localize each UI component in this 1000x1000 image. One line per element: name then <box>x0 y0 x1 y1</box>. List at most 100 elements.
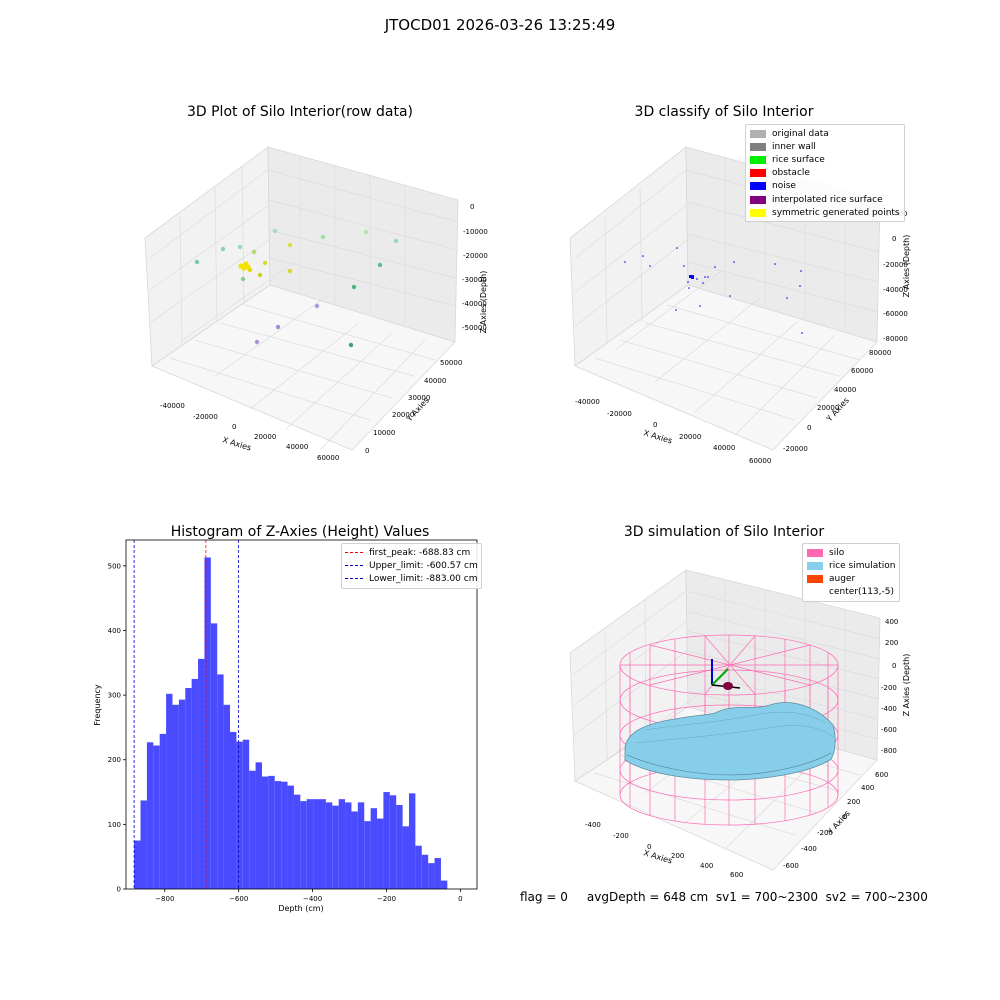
p1-ztick: -30000 <box>462 276 487 284</box>
legend-label: obstacle <box>772 168 810 179</box>
p2-ztick: -40000 <box>883 286 908 294</box>
panel4-x-ticks: -400 -200 0 200 400 600 <box>585 821 743 879</box>
histogram-bar <box>313 799 320 889</box>
legend-entry: interpolated rice surface <box>750 193 900 206</box>
histogram-bar <box>396 804 403 889</box>
p2-ytick: 80000 <box>869 349 891 357</box>
p4-ytick: -600 <box>783 862 799 870</box>
histogram-bar <box>172 704 179 889</box>
histogram-bar <box>255 762 262 889</box>
p1-xtick: 0 <box>232 423 236 431</box>
histogram-bar <box>223 704 231 889</box>
p4-ytick: 600 <box>875 771 888 779</box>
legend-swatch <box>807 574 823 583</box>
legend-label: silo <box>829 547 845 558</box>
histogram-bar <box>134 840 141 889</box>
p4-xlabel: X Axies <box>642 848 673 865</box>
panel4-y-ticks: -600 -400 -200 0 200 400 600 <box>783 771 888 870</box>
panel1-y-ticks: 0 10000 20000 30000 40000 50000 <box>365 359 462 455</box>
p1-xtick: 60000 <box>317 454 339 462</box>
histogram-legend: first_peak: -688.83 cm Upper_limit: -600.… <box>341 543 482 589</box>
p1-xtick: 20000 <box>254 433 276 441</box>
legend-label: inner wall <box>772 141 816 152</box>
p2-ztick: -20000 <box>883 261 908 269</box>
p4-ytick: 0 <box>843 813 847 821</box>
p1-ytick: 30000 <box>408 394 430 402</box>
p4-ytick: 200 <box>847 798 860 806</box>
legend-swatch <box>807 561 823 570</box>
p2-ztick: 0 <box>892 235 896 243</box>
legend-label: center(113,-5) <box>829 587 894 598</box>
x-tick-label: 0 <box>458 895 462 903</box>
x-tick-label: −400 <box>303 895 322 903</box>
histogram-frame <box>125 539 478 890</box>
legend-entry: Upper_limit: -600.57 cm <box>345 559 478 572</box>
histogram-bar <box>191 678 199 889</box>
panel4-3d-axes: -400 -200 0 200 400 600 X Axies -600 -40… <box>569 569 911 879</box>
y-tick-label: 200 <box>108 756 121 764</box>
x-tick-label: −200 <box>377 895 396 903</box>
legend-swatch <box>750 208 766 217</box>
histogram-bar <box>383 792 390 889</box>
legend-entry: inner wall <box>750 140 900 153</box>
histogram-bar <box>319 799 326 889</box>
x-tick-label: −600 <box>229 895 248 903</box>
p2-xtick: 40000 <box>713 444 735 452</box>
legend-label: noise <box>772 181 796 192</box>
p1-ytick: 10000 <box>373 429 395 437</box>
panel1-title: 3D Plot of Silo Interior(row data) <box>186 104 414 120</box>
y-tick-label: 0 <box>117 886 121 894</box>
p1-ztick: -50000 <box>462 324 487 332</box>
p4-ztick: -200 <box>881 684 897 692</box>
histogram-bar <box>364 821 371 889</box>
y-tick-label: 100 <box>108 821 121 829</box>
p4-xtick: 0 <box>647 843 651 851</box>
histogram-bar <box>153 745 160 889</box>
legend-swatch <box>750 182 766 191</box>
legend-label: original data <box>772 128 829 139</box>
panel2-points-noise <box>624 247 803 334</box>
histogram-bar <box>408 793 416 889</box>
histogram-bar <box>377 818 384 889</box>
p2-ytick: -20000 <box>783 445 808 453</box>
histogram-bar <box>338 799 346 889</box>
legend-swatch <box>807 588 823 596</box>
legend-entry: original data <box>750 127 900 140</box>
p4-xtick: 200 <box>671 852 684 860</box>
p2-ytick: 20000 <box>817 404 839 412</box>
legend-label: first_peak: -688.83 cm <box>369 547 471 558</box>
p4-zlabel: Z Axies (Depth) <box>902 654 911 717</box>
histogram-bar <box>300 801 307 889</box>
histogram-bar <box>274 781 282 889</box>
p2-xtick: 60000 <box>749 457 771 465</box>
histogram-bar <box>178 699 186 889</box>
p1-ztick: -10000 <box>463 228 488 236</box>
legend-label: interpolated rice surface <box>772 194 883 205</box>
legend-line-swatch <box>345 578 363 580</box>
p1-xtick: -40000 <box>160 402 185 410</box>
panel1-z-ticks: 0 -10000 -20000 -30000 -40000 -50000 <box>462 203 488 332</box>
legend-entry: Lower_limit: -883.00 cm <box>345 572 478 585</box>
x-tick-label: −800 <box>155 895 174 903</box>
histogram-bar <box>370 808 378 889</box>
p4-ztick: 400 <box>885 618 898 626</box>
legend-label: rice surface <box>772 154 825 165</box>
p1-ytick: 40000 <box>424 377 446 385</box>
histogram-bar <box>204 557 211 889</box>
histogram-xlabel: Depth (cm) <box>278 904 323 913</box>
legend-line-swatch <box>345 565 363 567</box>
legend-entry: symmetric generated points <box>750 206 900 219</box>
legend-swatch <box>750 155 766 164</box>
p4-ztick: -600 <box>881 726 897 734</box>
panel2-x-ticks: -40000 -20000 0 20000 40000 60000 <box>575 398 771 465</box>
legend-entry: rice surface <box>750 153 900 166</box>
p1-ztick: -20000 <box>463 252 488 260</box>
panel4-legend: silo rice simulation auger center(113,-5) <box>802 543 901 602</box>
p4-xtick: -400 <box>585 821 601 829</box>
p2-ytick: 40000 <box>834 386 856 394</box>
histogram-bar <box>140 800 147 889</box>
panel2-legend: original data inner wall rice surface obsta… <box>745 124 905 223</box>
histogram-bar <box>166 693 173 889</box>
histogram-bar <box>268 775 275 889</box>
histogram-bar <box>440 880 448 889</box>
